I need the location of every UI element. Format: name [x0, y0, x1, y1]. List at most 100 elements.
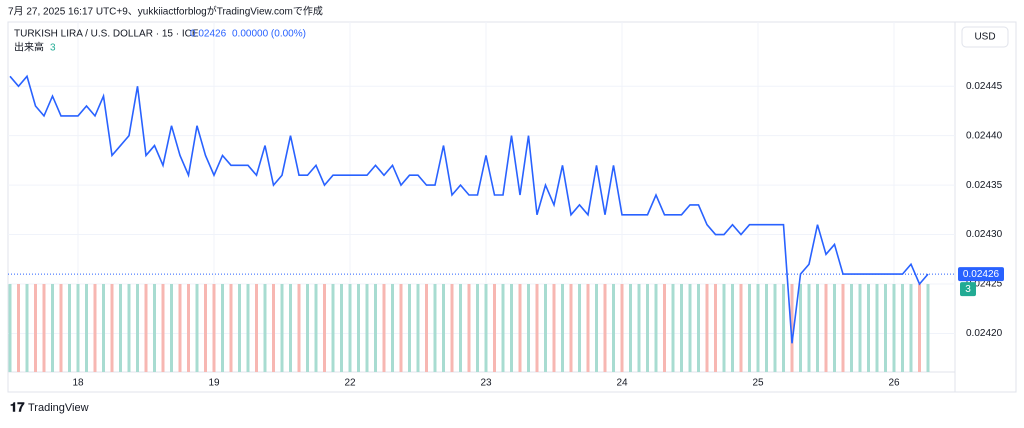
volume-bar: [731, 284, 734, 372]
x-tick-label: 18: [72, 378, 84, 389]
volume-bar: [620, 284, 624, 372]
volume-bar: [612, 284, 615, 372]
volume-bar: [263, 284, 267, 372]
volume-bar: [110, 284, 114, 372]
header: 7月 27, 2025 16:17 UTC+9、yukkiiactforblog…: [8, 5, 323, 18]
volume-bar: [357, 284, 360, 372]
volume-bar: [442, 284, 445, 372]
volume-bar: [782, 284, 785, 372]
volume-bar: [909, 284, 913, 372]
volume-bar: [858, 284, 862, 372]
x-tick-label: 24: [616, 378, 628, 389]
volume-bar: [518, 284, 522, 372]
volume-bar: [901, 284, 904, 372]
volume-bar: [918, 284, 921, 372]
currency-button[interactable]: [961, 26, 1009, 48]
volume-label: 出来高: [14, 41, 44, 54]
volume-bar: [807, 284, 811, 372]
volume-bar: [136, 284, 139, 372]
volume-bar: [535, 284, 539, 372]
symbol: TURKISH LIRA / U.S. DOLLAR · 15 · ICE: [14, 29, 199, 40]
volume-bar: [340, 284, 343, 372]
logo-mark: 𝟏𝟕: [10, 399, 25, 414]
volume-bar: [331, 284, 335, 372]
volume-bar: [603, 284, 607, 372]
volume-bar: [238, 284, 241, 372]
volume-bar: [739, 284, 743, 372]
x-tick-label: 19: [208, 378, 220, 389]
volume-bar: [127, 284, 131, 372]
volume-bar: [467, 284, 471, 372]
y-tick-label: 0.02430: [966, 229, 1003, 240]
volume-bar: [416, 284, 420, 372]
volume-bar: [773, 284, 777, 372]
volume-bar: [272, 284, 275, 372]
volume-bar: [42, 284, 46, 372]
brand: TradingView: [28, 402, 89, 414]
volume-bar: [680, 284, 683, 372]
volume-bar: [229, 284, 233, 372]
volume-bar: [484, 284, 488, 372]
last-price-tag: [958, 267, 1004, 282]
volume-bar: [850, 284, 853, 372]
volume-bar: [391, 284, 394, 372]
last-price: 0.02426: [190, 29, 227, 40]
volume-bar: [705, 284, 709, 372]
volume-bar: [102, 284, 105, 372]
volume-bar: [841, 284, 845, 372]
volume-bar: [425, 284, 428, 372]
price-line: [9, 74, 929, 344]
volume-bar: [161, 284, 165, 372]
volume-bar: [476, 284, 479, 372]
volume-bar: [824, 284, 828, 372]
volume-bar: [697, 284, 700, 372]
volume-bar: [629, 284, 632, 372]
volume-bar: [153, 284, 156, 372]
volume-bar: [59, 284, 63, 372]
volume-value: 3: [50, 43, 56, 54]
volume-bar: [867, 284, 870, 372]
volume-tag: [960, 282, 976, 297]
volume-bar: [450, 284, 454, 372]
volume-bar: [646, 284, 649, 372]
x-tick-label: 23: [480, 378, 492, 389]
last-price-tag-text: 0.02426: [963, 269, 1000, 280]
volume-bar: [637, 284, 641, 372]
volume-bar: [8, 284, 12, 372]
volume-bar: [212, 284, 216, 372]
volume-bar: [586, 284, 590, 372]
volume-bar: [17, 284, 20, 372]
volume-bar: [527, 284, 530, 372]
volume-bar: [289, 284, 292, 372]
volume-bar: [323, 284, 326, 372]
volume-bar: [510, 284, 513, 372]
y-tick-label: 0.02420: [966, 328, 1003, 339]
volume-bar: [93, 284, 97, 372]
volume-bar: [170, 284, 173, 372]
volume-bar: [544, 284, 547, 372]
volume-bar: [578, 284, 581, 372]
volume-bar: [374, 284, 377, 372]
volume-bar: [816, 284, 819, 372]
y-tick-label: 0.02445: [966, 81, 1003, 92]
currency[interactable]: USD: [974, 32, 995, 43]
volume-bar: [348, 284, 352, 372]
volume-bar: [85, 284, 88, 372]
volume-bar: [204, 284, 207, 372]
volume-bar: [34, 284, 37, 372]
volume-bar: [765, 284, 768, 372]
volume-bar: [569, 284, 573, 372]
volume-bar: [688, 284, 692, 372]
y-tick-label: 0.02440: [966, 130, 1003, 141]
volume-bar: [833, 284, 836, 372]
x-tick-label: 25: [752, 378, 764, 389]
volume-bar: [76, 284, 80, 372]
volume-bar: [314, 284, 318, 372]
volume-bar: [119, 284, 122, 372]
y-tick-label: 0.02425: [966, 279, 1003, 290]
volume-tag-text: 3: [965, 284, 971, 295]
volume-bar: [892, 284, 896, 372]
x-tick-label: 26: [888, 378, 900, 389]
volume-bar: [365, 284, 369, 372]
